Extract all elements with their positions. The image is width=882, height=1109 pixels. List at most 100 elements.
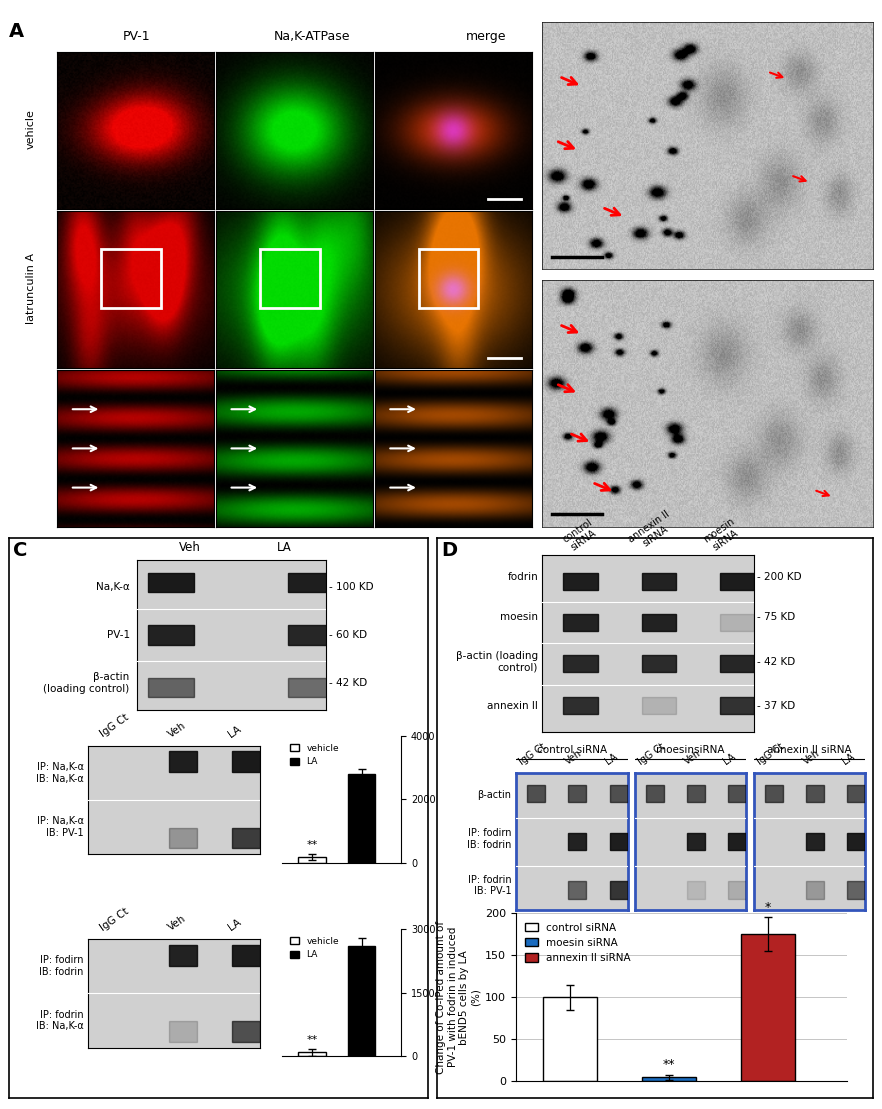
Text: β-actin
(loading control): β-actin (loading control) bbox=[43, 672, 130, 693]
Bar bbox=[168, 1020, 197, 1041]
Legend: vehicle, LA: vehicle, LA bbox=[287, 740, 343, 770]
Text: IgG Ct: IgG Ct bbox=[636, 741, 667, 767]
Text: **: ** bbox=[306, 1036, 318, 1046]
Bar bbox=[564, 696, 598, 714]
Bar bbox=[288, 625, 334, 644]
Text: control
siRNA: control siRNA bbox=[561, 518, 601, 554]
Bar bbox=[233, 752, 260, 772]
Bar bbox=[260, 248, 319, 308]
Text: Veh: Veh bbox=[179, 541, 201, 554]
Text: - 200 KD: - 200 KD bbox=[757, 571, 802, 582]
Text: IP: fodrin
IB: PV-1: IP: fodrin IB: PV-1 bbox=[468, 875, 512, 896]
Bar bbox=[848, 833, 865, 851]
Text: A: A bbox=[9, 22, 24, 41]
Text: Veh: Veh bbox=[683, 749, 703, 767]
Text: **: ** bbox=[306, 840, 318, 849]
Bar bbox=[543, 997, 597, 1081]
Text: IP: Na,K-α
IB: Na,K-α: IP: Na,K-α IB: Na,K-α bbox=[36, 762, 84, 784]
Text: latrunculin A: latrunculin A bbox=[26, 253, 36, 324]
Bar bbox=[168, 945, 197, 966]
Bar bbox=[147, 573, 194, 592]
Text: IP: Na,K-α
IB: PV-1: IP: Na,K-α IB: PV-1 bbox=[37, 816, 84, 838]
Text: LA: LA bbox=[721, 752, 737, 767]
Text: LA: LA bbox=[226, 724, 243, 740]
Text: - 60 KD: - 60 KD bbox=[329, 630, 367, 640]
Bar bbox=[419, 248, 478, 308]
Text: IgG Ct: IgG Ct bbox=[518, 741, 548, 767]
Bar bbox=[642, 614, 676, 631]
Text: β-actin: β-actin bbox=[477, 790, 512, 800]
Text: Na,K-ATPase: Na,K-ATPase bbox=[273, 30, 350, 42]
Bar bbox=[687, 785, 706, 803]
Y-axis label: Change of Co-IPed amount of
PV-1 with fodrin in induced
bEND5 cells by LA
(%): Change of Co-IPed amount of PV-1 with fo… bbox=[437, 920, 481, 1074]
Text: LA: LA bbox=[277, 541, 292, 554]
Bar bbox=[720, 614, 754, 631]
Text: vehicle: vehicle bbox=[26, 110, 36, 150]
Legend: control siRNA, moesin siRNA, annexin II siRNA: control siRNA, moesin siRNA, annexin II … bbox=[521, 918, 635, 967]
Bar bbox=[568, 785, 587, 803]
Bar bbox=[609, 785, 628, 803]
Text: moesinsiRNA: moesinsiRNA bbox=[656, 745, 725, 755]
Text: B: B bbox=[542, 22, 557, 41]
Bar bbox=[527, 785, 545, 803]
Bar bbox=[609, 881, 628, 898]
Bar bbox=[568, 881, 587, 898]
Bar bbox=[729, 881, 746, 898]
Bar bbox=[168, 827, 197, 848]
Text: annexin II
siRNA: annexin II siRNA bbox=[626, 509, 678, 554]
Bar bbox=[806, 833, 824, 851]
Text: *: * bbox=[765, 902, 771, 914]
Text: IgG Ct: IgG Ct bbox=[98, 906, 131, 933]
Text: - 75 KD: - 75 KD bbox=[757, 612, 795, 622]
Bar bbox=[288, 573, 334, 592]
Bar bbox=[348, 774, 375, 863]
Bar bbox=[564, 655, 598, 672]
Bar bbox=[101, 248, 161, 308]
Bar bbox=[646, 785, 664, 803]
Bar bbox=[687, 881, 706, 898]
Bar bbox=[848, 881, 865, 898]
Bar bbox=[806, 785, 824, 803]
Bar bbox=[642, 655, 676, 672]
Text: moesin: moesin bbox=[500, 612, 538, 622]
Bar bbox=[147, 678, 194, 696]
Bar bbox=[720, 696, 754, 714]
Text: IP: fodirn
IB: fodrin: IP: fodirn IB: fodrin bbox=[467, 828, 512, 849]
Text: LA: LA bbox=[841, 752, 856, 767]
Bar bbox=[729, 785, 746, 803]
Bar bbox=[564, 572, 598, 590]
Y-axis label: Band densitometry
(relative units): Band densitometry (relative units) bbox=[440, 949, 460, 1036]
Bar bbox=[298, 857, 325, 863]
Bar bbox=[687, 833, 706, 851]
Bar bbox=[568, 833, 587, 851]
Text: LA: LA bbox=[603, 752, 619, 767]
Text: - 37 KD: - 37 KD bbox=[757, 701, 795, 711]
Text: β-actin (loading
control): β-actin (loading control) bbox=[456, 651, 538, 673]
Text: IP: fodirn
IB: fodrin: IP: fodirn IB: fodrin bbox=[40, 955, 84, 977]
Text: Veh: Veh bbox=[167, 914, 189, 933]
Text: IP: fodrin
IB: Na,K-α: IP: fodrin IB: Na,K-α bbox=[36, 1009, 84, 1031]
Text: IgG Ct: IgG Ct bbox=[755, 741, 786, 767]
Text: fodrin: fodrin bbox=[507, 571, 538, 582]
Text: - 42 KD: - 42 KD bbox=[329, 678, 367, 688]
Bar bbox=[147, 625, 194, 644]
Legend: vehicle, LA: vehicle, LA bbox=[287, 934, 343, 963]
Text: **: ** bbox=[662, 1058, 676, 1071]
Y-axis label: Band densitometry
(relative units): Band densitometry (relative units) bbox=[440, 756, 460, 843]
Bar bbox=[720, 572, 754, 590]
Text: - 42 KD: - 42 KD bbox=[757, 657, 795, 667]
Text: Veh: Veh bbox=[167, 720, 189, 740]
Text: moesin
siRNA: moesin siRNA bbox=[701, 517, 744, 554]
Text: Na,K-α: Na,K-α bbox=[96, 582, 130, 592]
Bar bbox=[564, 614, 598, 631]
Text: C: C bbox=[13, 541, 27, 560]
Bar bbox=[720, 655, 754, 672]
Bar bbox=[806, 881, 824, 898]
Bar bbox=[233, 1020, 260, 1041]
Text: PV-1: PV-1 bbox=[123, 30, 151, 42]
Bar bbox=[609, 833, 628, 851]
Bar bbox=[168, 752, 197, 772]
Text: - 100 KD: - 100 KD bbox=[329, 582, 374, 592]
Bar bbox=[765, 785, 782, 803]
Bar bbox=[288, 678, 334, 696]
